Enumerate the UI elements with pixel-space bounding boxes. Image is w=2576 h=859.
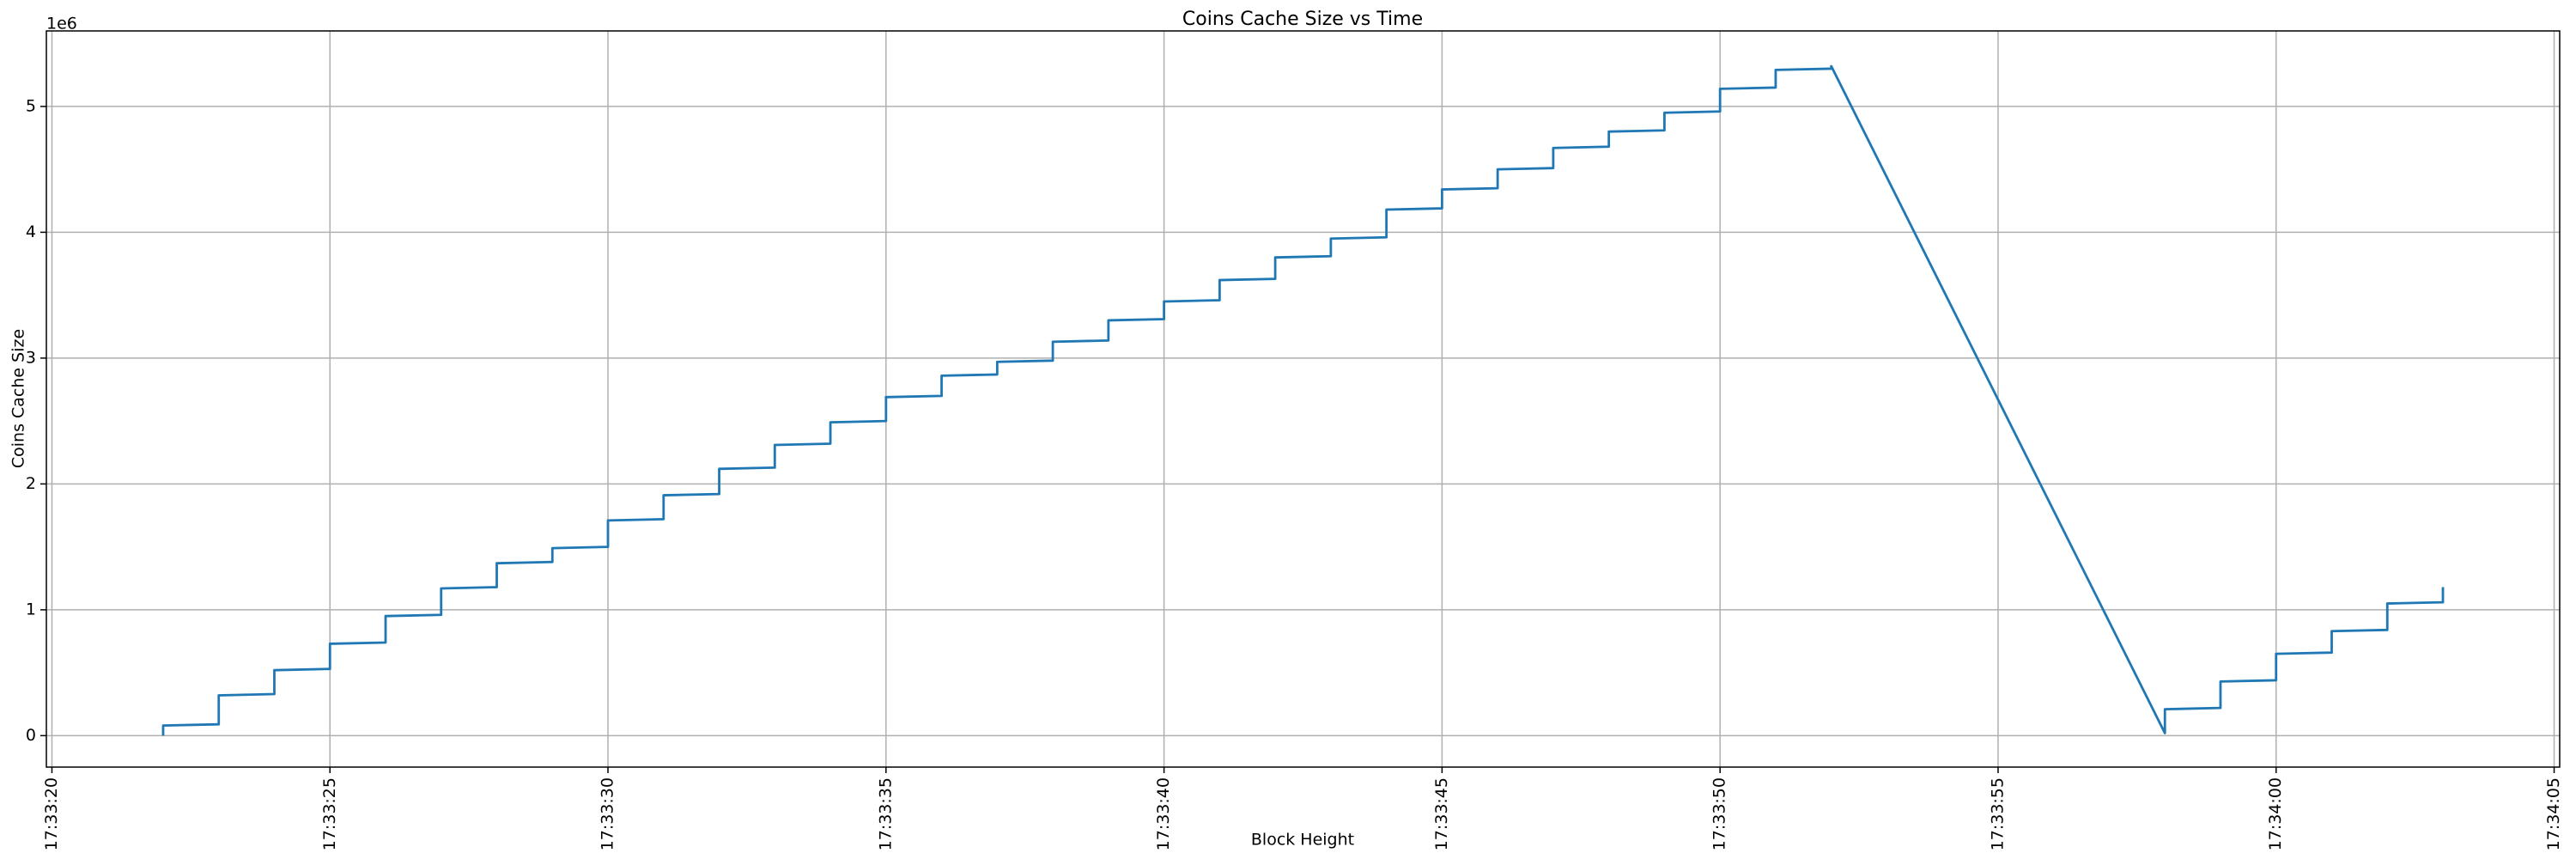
x-tick-label: 17:34:05	[2544, 777, 2563, 850]
x-tick-label: 17:34:00	[2266, 777, 2285, 850]
y-axis-label: Coins Cache Size	[9, 329, 28, 468]
x-tick-label: 17:33:20	[42, 777, 61, 850]
y-offset-label: 1e6	[46, 15, 77, 34]
x-axis-label: Block Height	[1251, 831, 1354, 850]
y-tick-label: 0	[26, 726, 36, 745]
x-tick-label: 17:33:50	[1710, 777, 1729, 850]
chart-title: Coins Cache Size vs Time	[1182, 9, 1423, 30]
x-tick-label: 17:33:25	[320, 777, 339, 850]
y-tick-label: 3	[26, 348, 36, 367]
y-tick-label: 2	[26, 474, 36, 493]
x-tick-label: 17:33:30	[598, 777, 617, 850]
x-tick-label: 17:33:55	[1988, 777, 2007, 850]
x-tick-label: 17:33:40	[1154, 777, 1173, 850]
y-tick-label: 4	[26, 222, 36, 241]
data-line	[161, 64, 2445, 736]
x-tick-label: 17:33:35	[876, 777, 895, 850]
y-tick-label: 5	[26, 96, 36, 115]
y-tick-label: 1	[26, 600, 36, 618]
x-tick-label: 17:33:45	[1432, 777, 1451, 850]
plot-frame	[46, 30, 2561, 768]
